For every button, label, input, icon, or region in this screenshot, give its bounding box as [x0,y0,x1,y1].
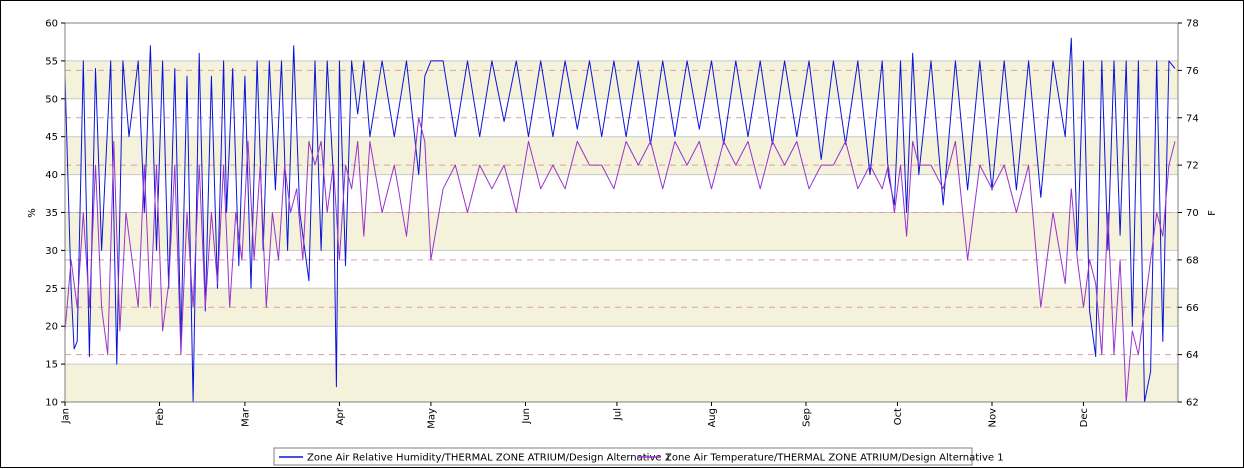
y2-tick-label: 68 [1186,255,1199,266]
x-tick-label: Jul [612,408,623,421]
y-tick-label: 30 [45,246,58,257]
background-bands [65,23,1178,402]
y-tick-label: 55 [45,56,58,67]
y2-tick-label: 64 [1186,350,1199,361]
y2-tick-label: 66 [1186,303,1199,314]
x-tick-label: Jan [61,408,72,424]
x-tick-label: Sep [801,408,812,427]
y-axis-label: % [27,208,38,218]
y-tick-label: 20 [45,322,58,333]
series-lines [64,37,1176,403]
x-tick-label: Apr [335,407,346,425]
band [65,212,1178,251]
x-tick-label: May [426,408,437,429]
y-tick-label: 40 [45,170,58,181]
y2-axis-label: F [1207,210,1218,216]
legend-box [273,447,973,466]
y-tick-label: 15 [45,360,58,371]
y-tick-label: 60 [45,19,58,30]
band [65,326,1178,365]
y-tick-label: 45 [45,132,58,143]
y2-tick-label: 62 [1186,398,1199,409]
y-tick-label: 50 [45,94,58,105]
y-tick-label: 10 [45,398,58,409]
band [65,136,1178,175]
band [65,60,1178,99]
x-axis-ticks: Jan Feb Mar Apr May Jun Jul Aug Sep Oct Nov Dec [61,402,1090,429]
y2-tick-label: 76 [1186,66,1199,77]
y-tick-label: 25 [45,284,58,295]
legend-entry-humidity: Zone Air Relative Humidity/THERMAL ZONE … [307,453,671,464]
x-tick-label: Mar [240,407,251,427]
legend: Zone Air Relative Humidity/THERMAL ZONE … [273,447,1004,466]
x-tick-label: Aug [707,408,718,428]
humidity-series-line [64,37,1176,403]
band [65,364,1178,402]
y2-tick-label: 70 [1186,208,1199,219]
x-tick-label: Jun [521,408,532,425]
y-axis-ticks: 10 15 20 25 30 35 40 45 50 55 60 [45,19,65,409]
temperature-series-line [64,117,1176,403]
y2-axis-ticks: 62 64 66 68 70 72 74 76 78 [1178,19,1199,409]
x-tick-label: Oct [893,408,904,425]
x-tick-label: Nov [987,408,998,428]
legend-entry-temperature: Zone Air Temperature/THERMAL ZONE ATRIUM… [665,453,1004,464]
band [65,23,1178,61]
y-tick-label: 35 [45,208,58,219]
x-tick-label: Feb [155,408,166,426]
y2-tick-label: 78 [1186,19,1199,30]
y2-tick-label: 74 [1186,113,1199,124]
y2-tick-label: 72 [1186,161,1199,172]
x-tick-label: Dec [1079,408,1090,427]
